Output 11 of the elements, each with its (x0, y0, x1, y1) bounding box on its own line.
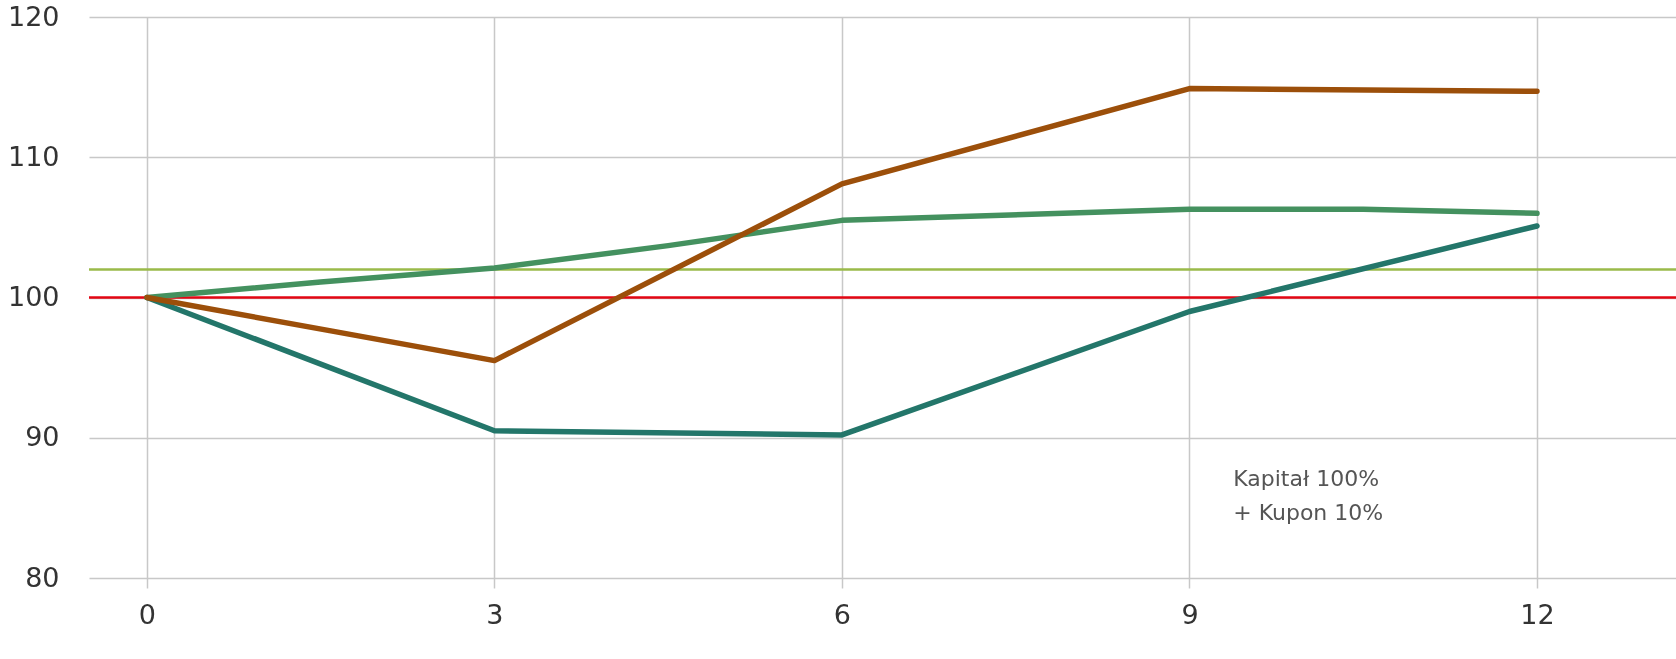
y-tick-label: 90 (25, 421, 60, 453)
annotation: Kapitał 100% + Kupon 10% (1233, 465, 1384, 525)
x-tick-label: 0 (138, 598, 157, 630)
x-tick-label: 9 (1181, 598, 1199, 630)
y-tick-label: 80 (25, 561, 60, 593)
y-tick-label: 120 (7, 0, 60, 32)
y-tick-label: 110 (7, 140, 60, 172)
x-tick-label: 3 (486, 598, 504, 630)
x-tick-label: 12 (1520, 598, 1555, 630)
y-tick-label: 100 (7, 281, 60, 312)
x-tick-label: 6 (833, 598, 852, 630)
